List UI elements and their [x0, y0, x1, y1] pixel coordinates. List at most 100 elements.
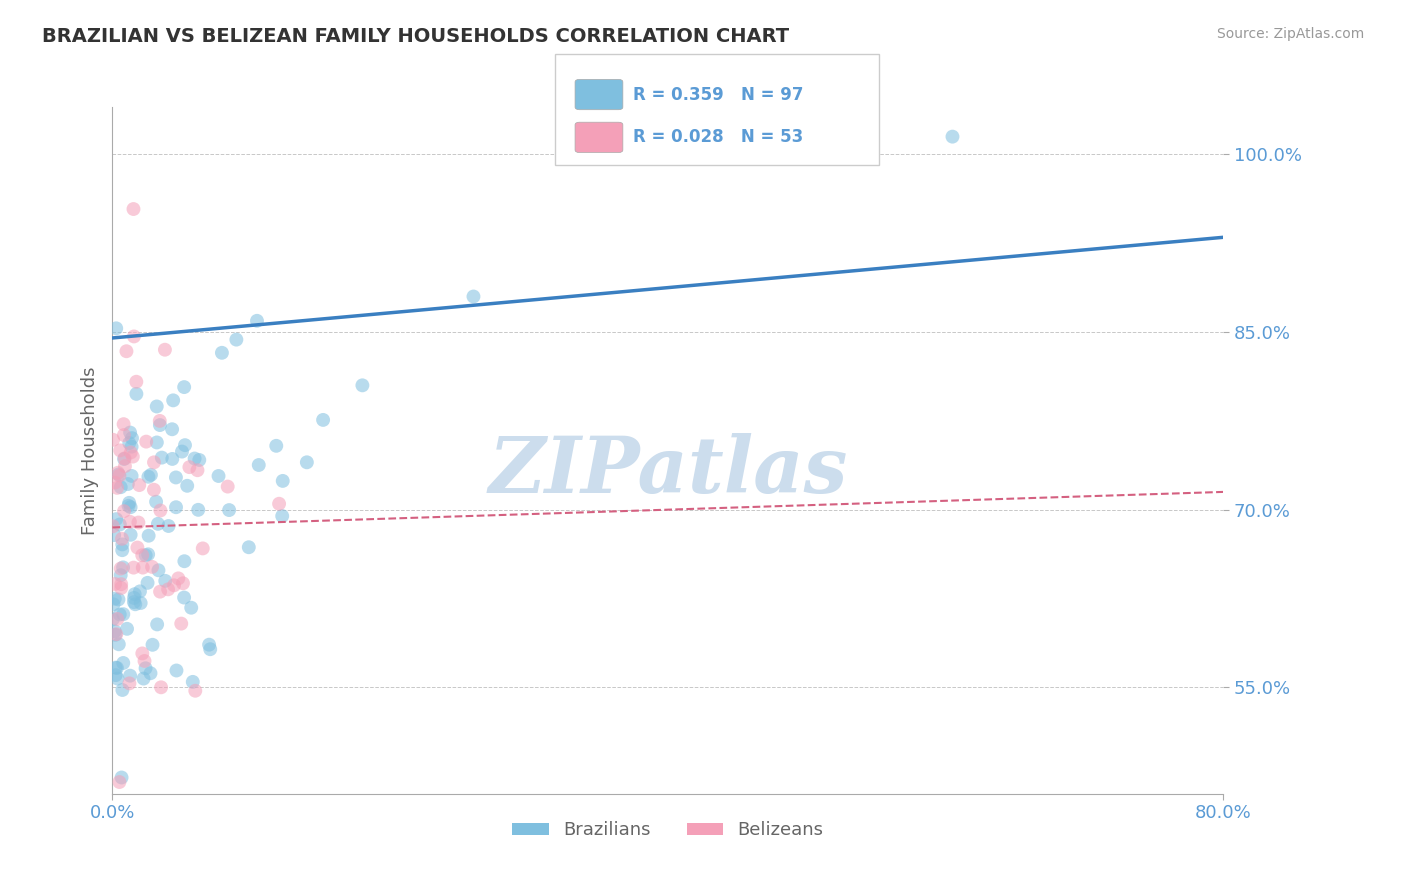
Point: [160, 422, 183, 436]
Point: [117, 499, 139, 513]
Point: [184, 683, 207, 698]
Point: [105, 661, 128, 675]
Point: [200, 642, 222, 657]
Point: [103, 598, 125, 612]
Point: [118, 436, 141, 450]
Point: [101, 519, 124, 533]
Point: [104, 591, 127, 606]
Point: [120, 528, 142, 542]
Point: [295, 455, 318, 469]
Point: [121, 450, 143, 464]
Point: [105, 321, 128, 335]
Point: [122, 202, 145, 216]
Text: R = 0.028   N = 53: R = 0.028 N = 53: [633, 128, 803, 146]
Point: [110, 568, 132, 582]
Point: [173, 380, 195, 394]
Point: [264, 439, 287, 453]
Point: [139, 666, 162, 681]
Point: [463, 289, 485, 303]
Point: [146, 516, 169, 531]
Point: [165, 470, 187, 484]
Point: [122, 595, 145, 609]
Point: [110, 581, 132, 595]
Text: BRAZILIAN VS BELIZEAN FAMILY HOUSEHOLDS CORRELATION CHART: BRAZILIAN VS BELIZEAN FAMILY HOUSEHOLDS …: [42, 27, 789, 45]
Point: [103, 528, 125, 542]
Point: [157, 582, 180, 597]
Point: [170, 444, 193, 458]
Point: [124, 587, 146, 601]
Point: [125, 375, 148, 389]
Point: [120, 500, 142, 515]
Point: [104, 660, 127, 674]
Point: [111, 537, 134, 551]
Point: [118, 676, 141, 690]
Point: [131, 548, 153, 562]
Point: [110, 771, 132, 785]
Point: [170, 616, 193, 631]
Point: [132, 672, 155, 686]
Point: [112, 504, 135, 518]
Legend: Brazilians, Belizeans: Brazilians, Belizeans: [505, 814, 831, 847]
Point: [173, 554, 195, 568]
Point: [120, 445, 142, 459]
Point: [120, 425, 142, 440]
Point: [186, 463, 208, 477]
Point: [136, 575, 159, 590]
Point: [145, 494, 167, 508]
Point: [108, 517, 131, 532]
Point: [191, 541, 214, 556]
Point: [207, 469, 229, 483]
Point: [107, 467, 129, 482]
Point: [941, 129, 963, 144]
Point: [127, 541, 149, 555]
Point: [198, 638, 221, 652]
Point: [150, 681, 173, 695]
Point: [162, 452, 184, 467]
Point: [141, 560, 163, 574]
Point: [135, 549, 157, 563]
Point: [121, 469, 143, 483]
Point: [111, 543, 134, 558]
Point: [107, 592, 129, 607]
Point: [107, 637, 129, 651]
Point: [179, 460, 201, 475]
Point: [352, 378, 374, 392]
Point: [146, 617, 169, 632]
Point: [176, 479, 198, 493]
Point: [104, 668, 127, 682]
Point: [150, 450, 173, 465]
Text: R = 0.359   N = 97: R = 0.359 N = 97: [633, 86, 803, 103]
Point: [105, 612, 128, 626]
Point: [271, 474, 294, 488]
Point: [211, 346, 233, 360]
Point: [128, 478, 150, 492]
Point: [131, 647, 153, 661]
Point: [141, 638, 163, 652]
Point: [112, 560, 135, 574]
Point: [104, 628, 127, 642]
Point: [155, 574, 177, 588]
Point: [122, 560, 145, 574]
Point: [104, 624, 127, 639]
Text: ZIPatlas: ZIPatlas: [488, 433, 848, 509]
Point: [180, 600, 202, 615]
Point: [172, 576, 194, 591]
Point: [101, 433, 124, 447]
Point: [112, 428, 135, 442]
Point: [181, 674, 204, 689]
Point: [148, 563, 170, 577]
Point: [120, 668, 142, 682]
Point: [112, 607, 135, 622]
Point: [162, 393, 184, 408]
Point: [105, 481, 128, 495]
Point: [115, 344, 138, 359]
Point: [134, 654, 156, 668]
Point: [135, 661, 157, 675]
Point: [142, 483, 165, 497]
Point: [107, 466, 129, 480]
Point: [125, 387, 148, 401]
Y-axis label: Family Households: Family Households: [80, 367, 98, 534]
Point: [217, 479, 239, 493]
Point: [246, 314, 269, 328]
Point: [267, 497, 291, 511]
